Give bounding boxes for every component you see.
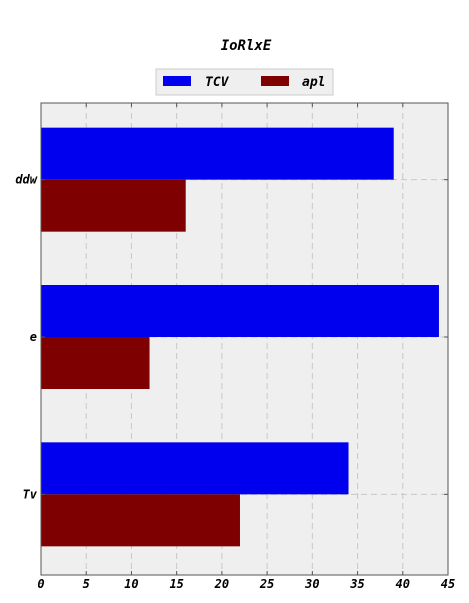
x-tick-label: 0 (37, 577, 44, 591)
legend-label-apl: apl (302, 75, 325, 90)
legend-swatch-apl (261, 76, 289, 86)
plot-frame (40, 102, 449, 576)
legend-swatch-tcv (163, 76, 191, 86)
x-tick-label: 45 (441, 577, 455, 591)
legend-label-tcv: TCV (205, 75, 230, 90)
y-tick-label: e (30, 330, 37, 344)
x-tick-label: 35 (349, 577, 364, 591)
axis-ticks: 0 5 10 15 20 25 30 35 40 45 ddw e Tv (15, 103, 455, 591)
x-tick-label: 15 (169, 577, 183, 591)
x-tick-label: 10 (124, 577, 138, 591)
bar-apl-ddw (41, 179, 186, 232)
x-tick-label: 30 (304, 577, 319, 591)
x-tick-label: 40 (396, 577, 410, 591)
chart-title: IoRlxE (221, 38, 272, 54)
bars (41, 127, 439, 547)
bar-tcv-ddw (41, 127, 394, 180)
x-tick-label: 20 (214, 577, 229, 591)
bar-tcv-tv (41, 442, 349, 495)
x-tick-label: 25 (259, 577, 274, 591)
bar-apl-tv (41, 494, 240, 547)
y-tick-label: Tv (23, 487, 38, 501)
y-tick-label: ddw (15, 173, 37, 187)
x-tick-label: 5 (83, 577, 90, 591)
bar-tcv-e (41, 285, 439, 337)
bar-apl-e (41, 337, 150, 389)
legend: TCV apl (155, 68, 334, 96)
